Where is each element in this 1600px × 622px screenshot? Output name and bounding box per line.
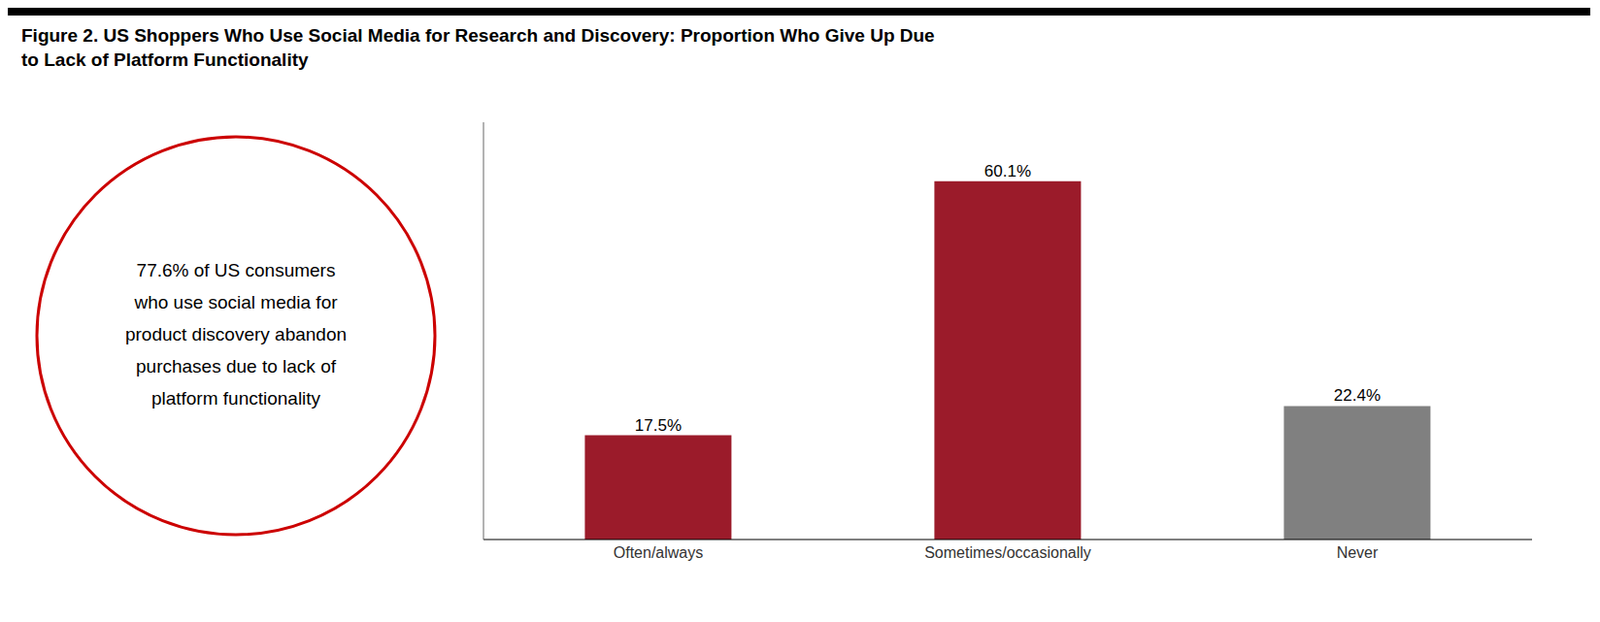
svg-text:60.1%: 60.1% bbox=[984, 162, 1032, 181]
svg-text:Often/always: Often/always bbox=[613, 544, 703, 562]
svg-text:17.5%: 17.5% bbox=[634, 416, 682, 435]
svg-text:22.4%: 22.4% bbox=[1333, 386, 1381, 405]
html-text:Figure 2. US Shoppers Who Use: Figure 2. US Shoppers Who Use Social Med… bbox=[21, 25, 935, 46]
html-text:to Lack of Platform Functional: to Lack of Platform Functionality bbox=[21, 49, 309, 70]
svg-text:Sometimes/occasionally: Sometimes/occasionally bbox=[924, 544, 1092, 562]
svg-text:Never: Never bbox=[1336, 544, 1379, 562]
svg-text:77.6% of US consumerswho use s: 77.6% of US consumerswho use social medi… bbox=[125, 260, 347, 409]
